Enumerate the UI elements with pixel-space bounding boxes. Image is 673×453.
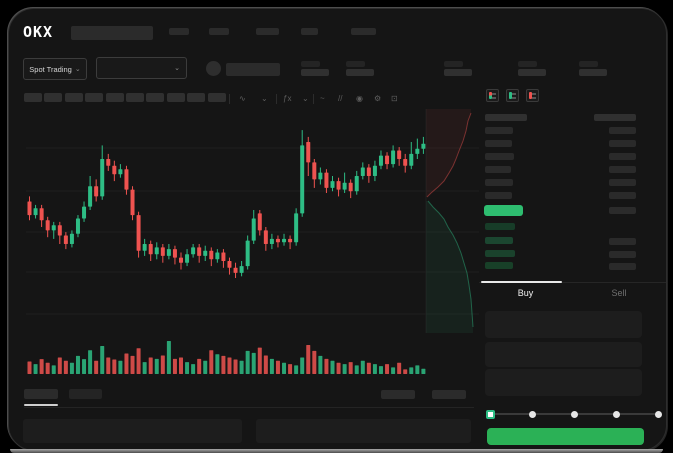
orderbook-bid-price[interactable] <box>485 223 515 230</box>
timeframe-button[interactable] <box>24 93 42 102</box>
orderbook-ask-amount[interactable] <box>609 179 636 186</box>
slider-handle[interactable] <box>485 409 495 419</box>
timeframe-button[interactable] <box>187 93 206 102</box>
timeframe-button[interactable] <box>44 93 63 102</box>
stat-label <box>579 61 598 67</box>
last-price-side-value <box>609 207 636 214</box>
stat-value <box>518 69 546 76</box>
orderbook-view-asks-icon[interactable] <box>526 89 539 102</box>
draw-tool-icon[interactable]: // <box>338 94 343 103</box>
orderbook-view-bids-icon[interactable] <box>506 89 519 102</box>
orderbook-bid-price[interactable] <box>485 250 515 257</box>
orderbook-ask-price[interactable] <box>485 127 513 134</box>
orderbook-bid-amount[interactable] <box>609 238 636 245</box>
stat-value <box>346 69 374 76</box>
bottom-tab-active[interactable] <box>24 389 58 399</box>
nav-item-5[interactable] <box>351 28 376 35</box>
total-input[interactable] <box>485 369 642 396</box>
price-chart[interactable] <box>26 109 479 333</box>
bottom-panel-left <box>23 419 242 443</box>
logo-side-placeholder <box>71 26 153 40</box>
timeframe-button[interactable] <box>126 93 144 102</box>
pair-name-placeholder <box>226 63 280 76</box>
slider-stop[interactable] <box>570 410 578 418</box>
orderbook-bid-price[interactable] <box>485 237 513 244</box>
amount-input[interactable] <box>485 342 642 367</box>
stat-label <box>346 61 365 67</box>
last-price-pill[interactable] <box>484 205 523 216</box>
chevron-down-icon: ⌄ <box>74 65 81 73</box>
orderbook-bid-amount[interactable] <box>609 251 636 258</box>
coin-avatar <box>206 61 221 76</box>
orderbook-header-amount <box>594 114 636 121</box>
stat-value <box>579 69 607 76</box>
pair-dropdown[interactable]: ⌄ <box>96 57 187 79</box>
stat-label <box>518 61 537 67</box>
candle-type-icon[interactable]: ∿ <box>239 94 246 103</box>
orderbook-ask-price[interactable] <box>485 179 513 186</box>
slider-stop[interactable] <box>612 410 620 418</box>
timeframe-button[interactable] <box>85 93 104 102</box>
chevron-down-icon: ⌄ <box>174 64 180 72</box>
stat-label <box>444 61 463 67</box>
fullscreen-icon[interactable]: ⊡ <box>391 94 398 103</box>
tabs-divider <box>479 282 666 283</box>
orderbook-ask-price[interactable] <box>485 192 512 199</box>
orderbook-ask-amount[interactable] <box>609 153 636 160</box>
orderbook-ask-amount[interactable] <box>609 192 636 199</box>
timeframe-button[interactable] <box>105 93 124 102</box>
stat-label <box>301 61 320 67</box>
indicators-icon[interactable]: ƒx <box>283 94 292 103</box>
orderbook-ask-price[interactable] <box>485 153 514 160</box>
price-input[interactable] <box>485 311 642 338</box>
orderbook-bid-amount[interactable] <box>609 263 636 270</box>
nav-item-4[interactable] <box>301 28 318 35</box>
bottom-divider <box>24 407 474 408</box>
bottom-tab-2[interactable] <box>69 389 102 399</box>
bottom-action-1[interactable] <box>381 390 415 399</box>
nav-item-2[interactable] <box>209 28 229 35</box>
volume-chart[interactable] <box>26 338 426 374</box>
buy-tab-indicator <box>481 281 562 283</box>
orderbook-ask-price[interactable] <box>485 140 512 147</box>
timeframe-button[interactable] <box>207 93 226 102</box>
active-tab-underline <box>24 404 58 406</box>
chevron-down-icon[interactable]: ⌄ <box>302 94 309 103</box>
timeframe-button[interactable] <box>64 93 83 102</box>
orderbook-view-all-icon[interactable] <box>486 89 499 102</box>
market-type-selector[interactable]: Spot Trading ⌄ <box>23 58 87 80</box>
timeframe-button[interactable] <box>146 93 165 102</box>
timeframe-button[interactable] <box>166 93 185 102</box>
market-type-label: Spot Trading <box>29 64 72 74</box>
chart-settings-icon[interactable]: ⚙ <box>374 94 382 103</box>
tab-buy[interactable]: Buy <box>517 288 534 298</box>
nav-item-3[interactable] <box>256 28 279 35</box>
bottom-action-2[interactable] <box>432 390 466 399</box>
stat-value <box>444 69 472 76</box>
slider-stop[interactable] <box>528 410 536 418</box>
screenshot-icon[interactable]: ◉ <box>356 94 363 103</box>
orderbook-ask-amount[interactable] <box>609 140 636 147</box>
line-tool-icon[interactable]: ~ <box>320 94 325 103</box>
orderbook-ask-amount[interactable] <box>609 127 636 134</box>
orderbook-header-price <box>485 114 527 121</box>
slider-stop[interactable] <box>654 410 662 418</box>
orderbook-bid-price[interactable] <box>485 262 513 269</box>
orderbook-ask-amount[interactable] <box>609 166 636 173</box>
app-window: OKX Spot Trading ⌄ ⌄ ∿ ⌄ ƒx ⌄ ~ // ◉ ⚙ ⊡ <box>8 8 667 451</box>
orderbook-ask-price[interactable] <box>485 166 511 173</box>
device-bezel <box>10 449 663 453</box>
nav-item-1[interactable] <box>169 28 189 35</box>
tab-sell[interactable]: Sell <box>611 288 627 298</box>
buy-button[interactable] <box>487 428 644 445</box>
chevron-down-icon[interactable]: ⌄ <box>261 94 268 103</box>
stat-value <box>301 69 329 76</box>
okx-logo[interactable]: OKX <box>23 23 54 41</box>
bottom-panel-right <box>256 419 471 443</box>
